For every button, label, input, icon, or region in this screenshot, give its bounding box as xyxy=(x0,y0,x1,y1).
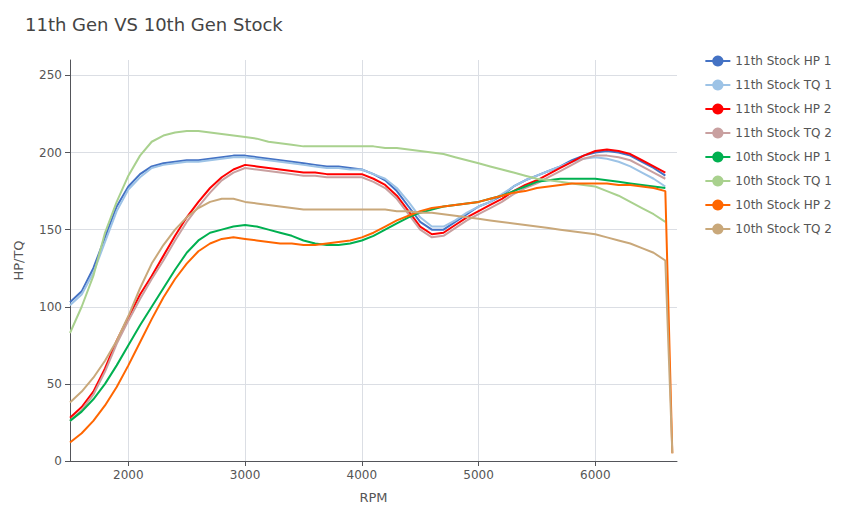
svg-text:5000: 5000 xyxy=(463,468,494,482)
svg-text:11th Stock TQ 1: 11th Stock TQ 1 xyxy=(735,78,832,92)
svg-text:10th Stock HP 2: 10th Stock HP 2 xyxy=(735,198,831,212)
svg-text:0: 0 xyxy=(54,454,62,468)
svg-text:6000: 6000 xyxy=(580,468,611,482)
svg-text:4000: 4000 xyxy=(347,468,378,482)
svg-text:250: 250 xyxy=(39,68,62,82)
svg-text:HP/TQ: HP/TQ xyxy=(11,240,26,280)
svg-text:50: 50 xyxy=(47,377,62,391)
svg-text:10th Stock TQ 2: 10th Stock TQ 2 xyxy=(735,222,832,236)
svg-text:11th Stock HP 2: 11th Stock HP 2 xyxy=(735,102,831,116)
svg-text:11th Stock HP 1: 11th Stock HP 1 xyxy=(735,54,831,68)
svg-text:150: 150 xyxy=(39,223,62,237)
svg-text:11th Gen VS 10th Gen Stock: 11th Gen VS 10th Gen Stock xyxy=(25,14,283,35)
svg-text:10th Stock TQ 1: 10th Stock TQ 1 xyxy=(735,174,832,188)
svg-text:200: 200 xyxy=(39,146,62,160)
svg-text:10th Stock HP 1: 10th Stock HP 1 xyxy=(735,150,831,164)
svg-text:100: 100 xyxy=(39,300,62,314)
svg-text:RPM: RPM xyxy=(359,490,387,505)
svg-text:3000: 3000 xyxy=(230,468,261,482)
svg-text:11th Stock TQ 2: 11th Stock TQ 2 xyxy=(735,126,832,140)
svg-text:2000: 2000 xyxy=(113,468,144,482)
